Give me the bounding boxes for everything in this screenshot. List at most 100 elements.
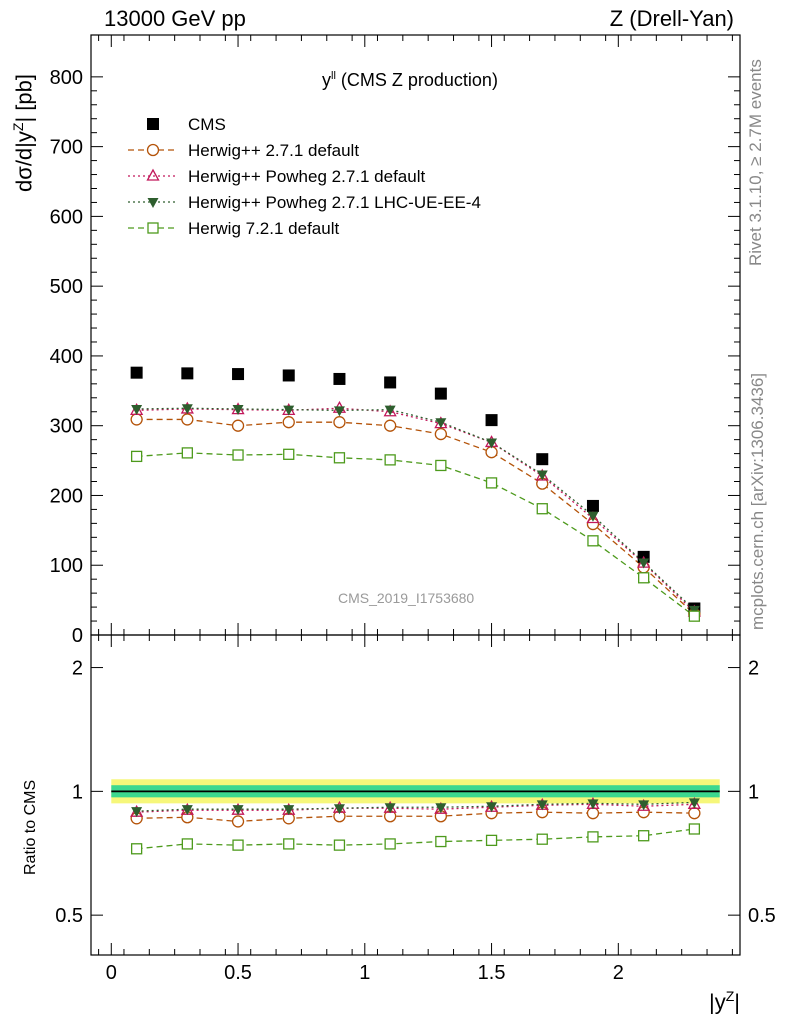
main-series-point-4 <box>130 450 143 463</box>
ratio-ytick-label: 1 <box>72 781 83 803</box>
main-series-point-4 <box>333 452 346 464</box>
main-series-line-1 <box>136 418 695 615</box>
main-series-point-3 <box>536 470 548 481</box>
series-lines-layer <box>136 407 695 850</box>
main-series-point-2 <box>383 404 397 417</box>
main-ytick-label: 600 <box>50 206 83 228</box>
ratio-series-point-3 <box>283 838 295 850</box>
x-label-sup: Z <box>725 988 735 1004</box>
ratio-series-point-2 <box>384 803 396 814</box>
main-series-point-1 <box>231 419 245 432</box>
main-series-point-4 <box>485 477 498 489</box>
ratio-frame <box>90 634 741 956</box>
xtick-label: 2 <box>613 962 624 984</box>
series-markers-layer <box>130 366 701 855</box>
header-left: 13000 GeV pp <box>104 6 246 31</box>
main-series-point-0 <box>536 453 549 466</box>
plot-title-sup: ll <box>331 70 336 82</box>
main-series-point-4 <box>384 454 396 466</box>
main-series-point-3 <box>587 511 599 522</box>
main-series-point-3 <box>131 404 143 415</box>
ratio-series-point-2 <box>688 798 700 809</box>
main-series-point-0 <box>434 387 447 400</box>
main-series-point-4 <box>536 503 548 515</box>
legend-label-0: CMS <box>188 115 226 134</box>
ratio-series-point-3 <box>638 830 650 842</box>
main-series-point-2 <box>586 511 600 524</box>
ratio-ytick-label-right: 0.5 <box>748 905 776 927</box>
main-series-point-1 <box>282 416 295 429</box>
ratio-series-point-3 <box>333 839 346 851</box>
frames-layer: 0 100 200 300 400 500 600 700 800 0.5 0.5 1 1 2 2 0 0.5 1… <box>50 34 776 984</box>
legend-label-4: Herwig 7.2.1 default <box>188 219 339 238</box>
main-ytick-label: 800 <box>50 67 83 89</box>
main-series-point-0 <box>485 414 498 427</box>
legend-marker-1 <box>146 143 160 157</box>
main-series-point-3 <box>638 558 650 569</box>
ratio-series-line-2 <box>136 801 695 812</box>
main-ytick-label: 500 <box>50 276 83 298</box>
legend-marker-0 <box>147 118 159 130</box>
main-series-point-4 <box>435 459 447 472</box>
xtick-label: 0.5 <box>224 962 252 984</box>
main-series-point-3 <box>181 404 193 415</box>
ratio-series-point-3 <box>435 835 447 848</box>
main-series-point-4 <box>181 447 193 459</box>
ratio-ytick-label: 0.5 <box>55 905 83 927</box>
legend-marker-3 <box>147 198 159 208</box>
ratio-series-point-2 <box>435 803 447 814</box>
main-series-point-0 <box>232 368 245 381</box>
ratio-series-line-3 <box>136 828 695 850</box>
ratio-series-point-2 <box>536 800 548 811</box>
plot-title: yll (CMS Z production) <box>322 70 498 91</box>
main-ytick-label: 0 <box>72 625 83 647</box>
main-series-point-3 <box>333 406 345 417</box>
ratio-series-point-3 <box>587 831 599 843</box>
main-series-point-1 <box>130 413 143 426</box>
main-series-point-0 <box>282 369 295 382</box>
main-series-line-2 <box>136 407 695 613</box>
ratio-series-point-2 <box>587 799 599 810</box>
main-series-point-0 <box>130 366 143 379</box>
ratio-series-point-2 <box>283 805 295 816</box>
legend-marker-2 <box>146 168 160 181</box>
main-series-point-4 <box>688 610 701 622</box>
main-series-point-4 <box>638 572 650 584</box>
xtick-label: 1 <box>359 962 370 984</box>
legend-label-2: Herwig++ Powheg 2.7.1 default <box>188 167 425 186</box>
ratio-series-point-0 <box>231 815 245 828</box>
plot-title-text: y <box>322 70 331 90</box>
ratio-series-line-1 <box>136 803 695 813</box>
legend-label-1: Herwig++ 2.7.1 default <box>188 141 359 160</box>
main-ytick-label: 300 <box>50 416 83 438</box>
main-series-point-1 <box>434 427 448 441</box>
main-ytick-label: 400 <box>50 346 83 368</box>
ratio-series-point-2 <box>638 800 650 811</box>
main-series-point-3 <box>486 438 498 449</box>
main-series-point-0 <box>586 499 599 512</box>
ratio-band-layer <box>111 779 720 804</box>
ratio-series-point-3 <box>688 823 701 835</box>
analysis-watermark: CMS_2019_I1753680 <box>338 590 475 606</box>
main-series-point-3 <box>435 418 447 429</box>
main-ytick-label: 100 <box>50 555 83 577</box>
xtick-label: 0 <box>106 962 117 984</box>
main-series-point-0 <box>333 372 346 385</box>
ratio-series-line-0 <box>136 811 695 823</box>
main-ytick-label: 200 <box>50 485 83 507</box>
main-series-point-1 <box>383 419 397 432</box>
ratio-series-point-2 <box>232 805 244 816</box>
legend: CMS Herwig++ 2.7.1 default Herwig++ Powheg… <box>128 115 481 238</box>
main-series-point-0 <box>181 367 194 380</box>
ratio-series-point-3 <box>384 838 396 850</box>
ratio-series-point-2 <box>131 807 143 818</box>
legend-marker-4 <box>147 222 159 234</box>
legend-label-3: Herwig++ Powheg 2.7.1 LHC-UE-EE-4 <box>188 193 481 212</box>
ratio-series-point-3 <box>130 843 143 855</box>
main-series-line-4 <box>136 452 695 617</box>
main-series-line-3 <box>136 407 695 611</box>
main-series-point-3 <box>232 404 244 415</box>
ratio-ytick-label-right: 2 <box>748 658 759 680</box>
main-series-point-1 <box>181 413 194 426</box>
